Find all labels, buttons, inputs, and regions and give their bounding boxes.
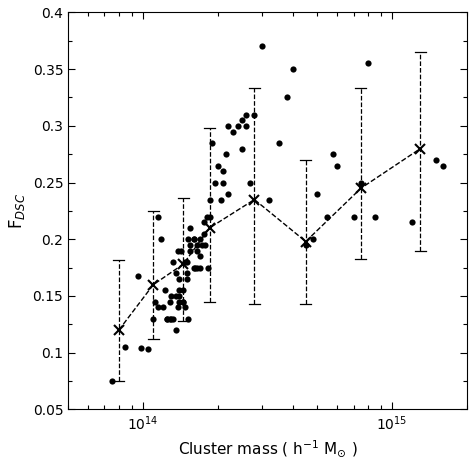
Point xyxy=(166,315,173,322)
Point xyxy=(137,344,145,352)
Point xyxy=(364,60,372,67)
Point xyxy=(234,122,242,130)
Point xyxy=(357,179,365,186)
Point xyxy=(190,235,198,243)
Point xyxy=(184,315,192,322)
Point xyxy=(174,247,182,254)
Point xyxy=(122,343,129,351)
Point xyxy=(184,235,192,243)
Point xyxy=(243,111,250,118)
Point xyxy=(200,230,208,237)
Point xyxy=(150,315,157,322)
Point xyxy=(309,235,317,243)
Point xyxy=(275,139,283,147)
Point xyxy=(183,258,191,266)
Point xyxy=(176,287,183,294)
Point xyxy=(313,190,321,198)
Point xyxy=(193,241,201,249)
Point xyxy=(217,196,225,203)
Point xyxy=(197,235,204,243)
Point xyxy=(246,179,254,186)
Point xyxy=(190,235,198,243)
Point xyxy=(201,241,209,249)
Point xyxy=(219,179,227,186)
Point xyxy=(283,94,291,101)
Point xyxy=(191,264,199,271)
Point xyxy=(155,303,162,311)
Point xyxy=(324,213,331,220)
Point xyxy=(225,190,232,198)
Point xyxy=(169,258,177,266)
Point xyxy=(258,43,266,50)
Point xyxy=(238,145,246,152)
X-axis label: Cluster mass ( h$^{-1}$ M$_{\odot}$ ): Cluster mass ( h$^{-1}$ M$_{\odot}$ ) xyxy=(178,439,357,459)
Point xyxy=(187,247,194,254)
Point xyxy=(350,213,357,220)
Point xyxy=(176,298,183,305)
Point xyxy=(174,303,182,311)
Point xyxy=(172,269,179,277)
Point xyxy=(176,292,183,300)
Point xyxy=(214,162,222,169)
Point xyxy=(408,219,416,226)
Point xyxy=(161,287,168,294)
Point xyxy=(190,264,198,271)
Point xyxy=(198,241,206,249)
Point xyxy=(238,116,246,124)
Point xyxy=(180,287,187,294)
Point xyxy=(155,213,162,220)
Point xyxy=(176,275,183,283)
Point xyxy=(183,269,191,277)
Point xyxy=(243,122,250,130)
Point xyxy=(166,298,173,305)
Point xyxy=(206,213,213,220)
Point xyxy=(229,128,237,135)
Point xyxy=(172,292,179,300)
Point xyxy=(219,167,227,175)
Point xyxy=(265,196,273,203)
Point xyxy=(432,156,440,164)
Point xyxy=(145,345,152,353)
Point xyxy=(157,235,165,243)
Y-axis label: F$_{DSC}$: F$_{DSC}$ xyxy=(7,193,27,229)
Point xyxy=(182,258,189,266)
Point xyxy=(108,377,116,385)
Point xyxy=(439,162,447,169)
Point xyxy=(152,298,159,305)
Point xyxy=(159,303,166,311)
Point xyxy=(204,264,211,271)
Point xyxy=(180,298,187,305)
Point xyxy=(134,272,141,279)
Point xyxy=(197,264,204,271)
Point xyxy=(172,326,179,334)
Point xyxy=(193,264,201,271)
Point xyxy=(302,241,310,249)
Point xyxy=(164,315,171,322)
Point xyxy=(187,224,194,232)
Point xyxy=(177,247,185,254)
Point xyxy=(183,275,191,283)
Point xyxy=(180,298,187,305)
Point xyxy=(222,151,229,158)
Point xyxy=(168,292,175,300)
Point xyxy=(200,219,208,226)
Point xyxy=(197,253,204,260)
Point xyxy=(182,303,189,311)
Point xyxy=(225,122,232,130)
Point xyxy=(211,179,219,186)
Point xyxy=(187,241,194,249)
Point xyxy=(209,139,216,147)
Point xyxy=(251,111,258,118)
Point xyxy=(164,315,171,322)
Point xyxy=(169,315,177,322)
Point xyxy=(289,65,297,73)
Point xyxy=(203,213,210,220)
Point xyxy=(329,151,337,158)
Point xyxy=(206,196,213,203)
Point xyxy=(371,213,378,220)
Point xyxy=(193,247,201,254)
Point xyxy=(168,315,175,322)
Point xyxy=(333,162,341,169)
